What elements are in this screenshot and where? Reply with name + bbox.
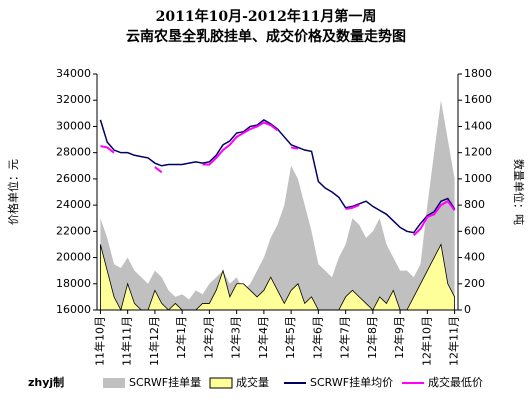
y-tick-label: 18000: [56, 277, 91, 290]
x-tick-label: 11年10月: [92, 316, 106, 366]
y2-tick-label: 1600: [464, 93, 492, 106]
y2-tick-label: 600: [464, 224, 485, 237]
x-tick-label: 12年8月: [365, 316, 379, 359]
y-tick-label: 30000: [56, 119, 91, 132]
y-axis-label: 价格单位：元: [6, 159, 20, 225]
y2-tick-label: 1400: [464, 119, 492, 132]
y-tick-label: 24000: [56, 198, 91, 211]
price-line: [413, 199, 456, 236]
x-tick-label: 12年7月: [338, 316, 352, 359]
x-tick-label: 12年2月: [201, 316, 215, 359]
price-line: [99, 118, 456, 234]
chart-subtitle: 云南农垦全乳胶挂单、成交价格及数量走势图: [126, 28, 406, 45]
legend-label: SCRWF挂单量: [129, 375, 201, 389]
y2-tick-label: 800: [464, 198, 485, 211]
y-tick-label: 28000: [56, 146, 91, 159]
y2-tick-label: 1200: [464, 146, 492, 159]
y2-tick-label: 0: [464, 303, 471, 316]
price-line: [290, 146, 299, 150]
y-tick-label: 16000: [56, 303, 91, 316]
x-tick-label: 11年11月: [120, 316, 134, 366]
legend-label: 成交最低价: [428, 375, 483, 389]
y2-tick-label: 1800: [464, 67, 492, 80]
price-line: [202, 121, 279, 166]
y2-tick-label: 1000: [464, 172, 492, 185]
legend-swatch: [103, 378, 125, 388]
credit: zhyj制: [28, 375, 64, 389]
x-tick-label: 12年5月: [283, 316, 297, 359]
y-tick-label: 22000: [56, 224, 91, 237]
volume-area: [100, 100, 455, 310]
y-tick-label: 26000: [56, 172, 91, 185]
y-tick-label: 20000: [56, 251, 91, 264]
legend-label: SCRWF挂单均价: [310, 375, 393, 389]
y2-axis-label: 数量单位：吨: [512, 159, 526, 225]
x-tick-label: 12年6月: [310, 316, 324, 359]
y2-tick-label: 400: [464, 251, 485, 264]
x-tick-label: 12年9月: [392, 316, 406, 359]
legend-swatch: [209, 377, 233, 389]
x-tick-label: 12年10月: [419, 316, 433, 366]
x-tick-label: 11年12月: [147, 316, 161, 366]
y-tick-label: 32000: [56, 93, 91, 106]
legend-label: 成交量: [236, 375, 269, 389]
y2-tick-label: 200: [464, 277, 485, 290]
x-tick-label: 12年3月: [229, 316, 243, 359]
x-tick-label: 12年1月: [174, 316, 188, 359]
x-tick-label: 12年11月: [447, 316, 461, 366]
x-tick-label: 12年4月: [256, 316, 270, 359]
y-tick-label: 34000: [56, 67, 91, 80]
price-line: [154, 166, 163, 174]
chart-title: 2011年10月-2012年11月第一周: [156, 8, 377, 25]
price-line: [100, 145, 115, 154]
price-line: [345, 204, 360, 211]
